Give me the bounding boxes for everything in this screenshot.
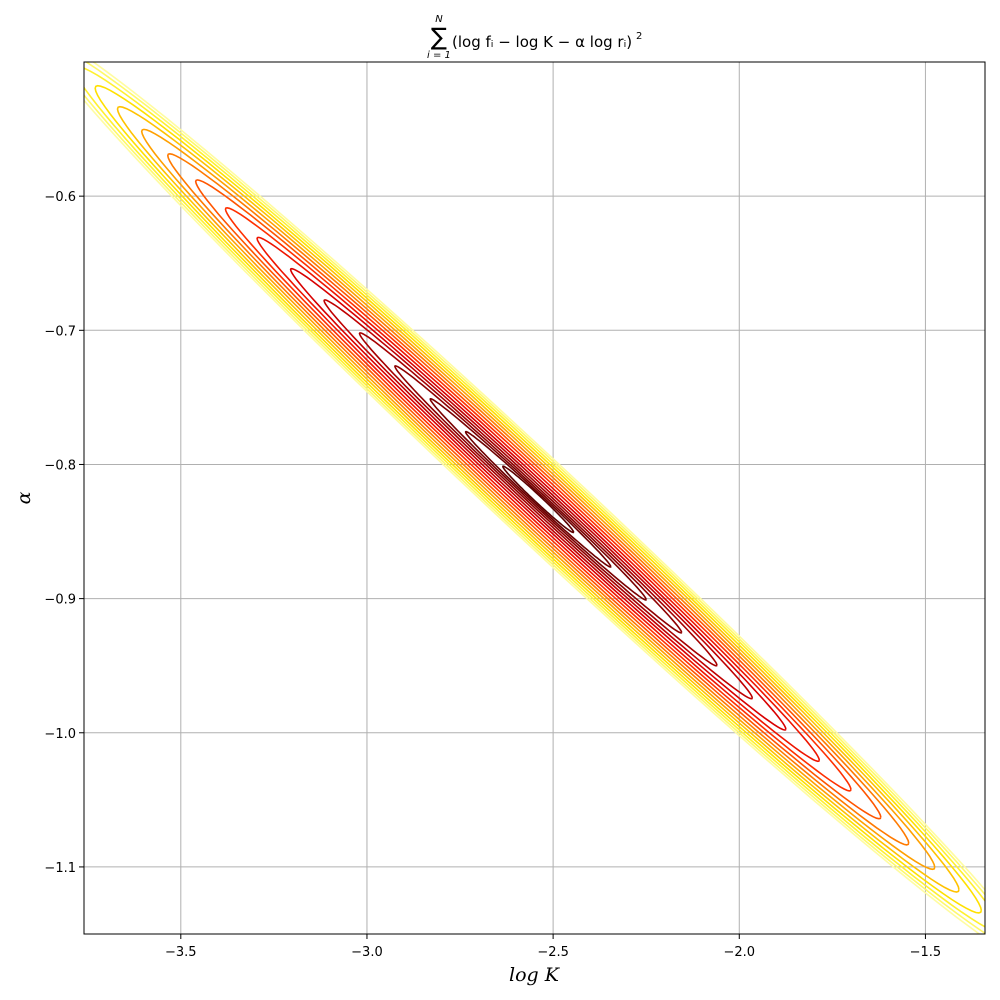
x-tick-label: −3.5	[165, 945, 197, 960]
contour-level	[166, 152, 910, 846]
contour-level	[394, 365, 683, 634]
contour-level	[194, 179, 882, 820]
x-axis-label: log K	[509, 964, 561, 986]
contour-level	[464, 430, 612, 568]
contour-level	[289, 267, 787, 731]
x-tick-label: −2.5	[537, 945, 569, 960]
contour-level	[84, 62, 985, 934]
x-tick-label: −1.5	[910, 945, 942, 960]
title-expression: (log fᵢ − log K − α log rᵢ)	[452, 33, 632, 51]
contour-level	[323, 299, 754, 700]
title-exponent: 2	[636, 31, 642, 42]
y-tick-label: −1.1	[44, 861, 76, 876]
contour-level	[224, 206, 852, 792]
contour-level	[256, 236, 821, 763]
contour-level	[140, 128, 936, 871]
y-tick-label: −0.9	[44, 593, 76, 608]
title-lower-limit: i = 1	[427, 50, 451, 61]
chart-title: N ∑ i = 1 (log fᵢ − log K − α log rᵢ) 2	[427, 14, 642, 61]
y-tick-label: −0.8	[44, 458, 76, 473]
grid	[84, 62, 985, 934]
y-axis-label: α	[13, 491, 35, 504]
contour-lines	[84, 62, 985, 934]
contour-level	[502, 465, 575, 534]
y-tick-label: −0.7	[44, 324, 76, 339]
contour-level	[116, 105, 960, 893]
title-sum-symbol: ∑	[431, 23, 447, 51]
axis-ticks: −3.5 −3.0 −2.5 −2.0 −1.5 −0.6 −0.7 −0.8 −0.9 −1.0…	[44, 190, 941, 960]
y-tick-label: −1.0	[44, 727, 76, 742]
contour-level	[84, 67, 985, 928]
contour-level	[358, 332, 718, 667]
x-tick-label: −2.0	[723, 945, 755, 960]
plot-frame	[83, 61, 986, 935]
y-tick-label: −0.6	[44, 190, 76, 205]
contour-level	[84, 62, 985, 934]
x-tick-label: −3.0	[351, 945, 383, 960]
title-upper-limit: N	[435, 14, 443, 25]
contour-level	[94, 84, 983, 914]
contour-level	[429, 397, 647, 601]
